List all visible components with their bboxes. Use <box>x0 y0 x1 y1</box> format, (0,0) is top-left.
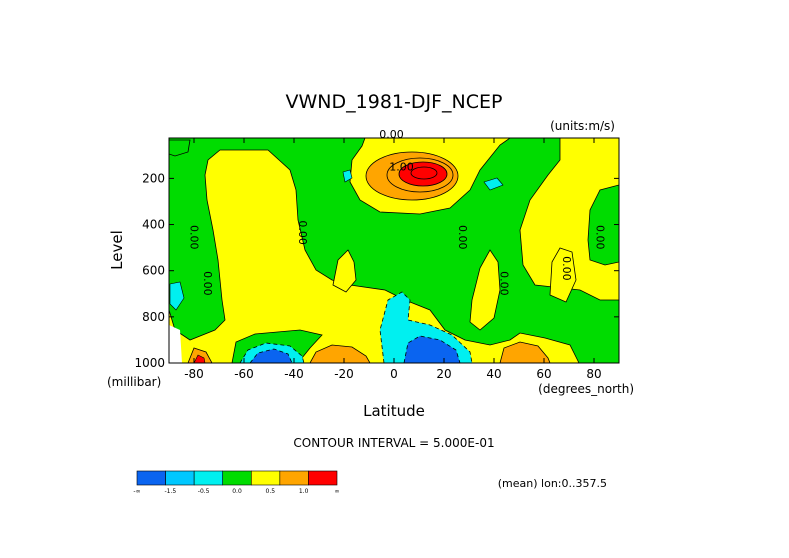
colorbar-label: ∞ <box>335 488 340 495</box>
x-axis: -80 -60 -40 -20 0 20 40 60 80 <box>184 138 602 381</box>
contour-label: 0.00 <box>497 271 510 296</box>
y-tick-label: 600 <box>142 264 165 278</box>
y-units-label: (millibar) <box>107 375 161 389</box>
colorbar-swatch <box>222 470 252 486</box>
contour-label: 0.00 <box>456 225 469 250</box>
colorbar-label: 1.0 <box>299 488 309 495</box>
x-tick-label: 20 <box>436 367 451 381</box>
units-label: (units:m/s) <box>550 119 615 133</box>
colorbar-label: -0.5 <box>198 488 210 495</box>
colorbar: -∞ -1.5 -0.5 0.0 0.5 1.0 ∞ <box>133 470 340 495</box>
contour-label: 0.00 <box>379 128 404 141</box>
colorbar-label: 0.0 <box>232 488 242 495</box>
mean-label: (mean) lon:0..357.5 <box>498 477 607 490</box>
y-tick-label: 1000 <box>134 356 165 370</box>
x-tick-label: 80 <box>586 367 601 381</box>
chart-title: VWND_1981-DJF_NCEP <box>286 91 503 113</box>
y-tick-label: 400 <box>142 218 165 232</box>
negative-min-sfc-a-inner <box>403 335 461 363</box>
cyan-speck-a <box>342 169 353 183</box>
white-gap-sfc-west <box>169 325 182 363</box>
x-tick-label: 0 <box>390 367 398 381</box>
positive-max-sfc-b <box>499 341 551 363</box>
x-tick-label: -60 <box>234 367 254 381</box>
colorbar-swatch <box>279 470 309 486</box>
y-axis: 200 400 600 800 1000 <box>134 171 619 370</box>
contour-label: 0.00 <box>560 256 573 281</box>
positive-island-b <box>469 249 501 331</box>
contour-interval-label: CONTOUR INTERVAL = 5.000E-01 <box>293 436 494 450</box>
contour-label: 0.00 <box>201 271 214 296</box>
colorbar-label: 0.5 <box>266 488 276 495</box>
positive-max-sfc-a <box>309 344 371 363</box>
cyan-speck-c <box>169 281 185 311</box>
contour-plot <box>169 138 619 363</box>
contour-label: 1.00 <box>389 160 414 173</box>
contour-label: 0.00 <box>296 220 309 245</box>
x-tick-label: 60 <box>536 367 551 381</box>
contour-label: 0.00 <box>594 225 607 250</box>
colorbar-swatch <box>165 470 195 486</box>
colorbar-swatch <box>193 470 224 486</box>
positive-max-upper-core <box>398 161 448 187</box>
x-tick-label: -40 <box>284 367 304 381</box>
colorbar-label: -∞ <box>133 488 140 495</box>
colorbar-label: -1.5 <box>164 488 176 495</box>
contour-label: 0.00 <box>187 225 200 250</box>
positive-max-sfc-c-core <box>193 354 206 363</box>
negative-min-sfc-b-inner <box>249 348 293 363</box>
positive-island-a <box>332 249 357 293</box>
y-tick-label: 200 <box>142 171 165 185</box>
negative-region-west-upper <box>169 139 191 157</box>
y-tick-label: 800 <box>142 310 165 324</box>
positive-island-c <box>549 247 577 303</box>
colorbar-swatch <box>136 470 166 486</box>
negative-region-east <box>587 184 619 266</box>
y-axis-label: Level <box>108 230 126 270</box>
positive-max-upper-inner <box>410 166 438 180</box>
x-tick-label: -80 <box>184 367 204 381</box>
x-units-label: (degrees_north) <box>538 382 634 396</box>
cyan-speck-b <box>483 177 504 191</box>
contour-labels: 0.00 1.00 0.00 0.00 0.00 0.00 0.00 0.00 0.00 <box>187 128 606 296</box>
negative-region-main <box>169 138 619 363</box>
x-tick-label: -20 <box>334 367 354 381</box>
x-tick-label: 40 <box>486 367 501 381</box>
x-axis-label: Latitude <box>363 402 425 420</box>
colorbar-swatch <box>250 470 281 486</box>
colorbar-swatch <box>308 470 338 486</box>
